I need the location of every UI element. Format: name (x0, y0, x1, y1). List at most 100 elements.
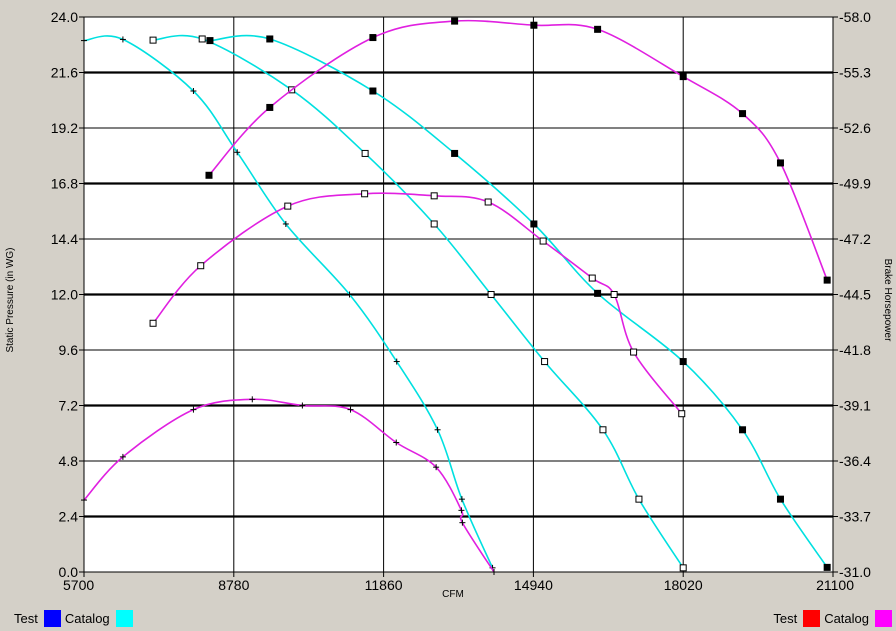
data-point-square (197, 262, 205, 270)
y-right-tick-label: -39.1 (839, 398, 871, 414)
data-point-plus (249, 396, 256, 403)
data-point-plus (190, 88, 197, 94)
x-tick-label: 11860 (365, 577, 403, 593)
grid (84, 17, 833, 572)
data-point-square (610, 291, 618, 298)
legend-left-catalog-label: Catalog (64, 610, 110, 626)
data-point-filled (530, 21, 538, 29)
data-point-filled (823, 276, 831, 284)
data-point-square (599, 426, 607, 434)
data-point-square (630, 348, 638, 356)
data-point-plus (433, 464, 440, 471)
data-point-filled (369, 34, 377, 42)
data-point-filled (266, 103, 274, 111)
series-line-0 (83, 35, 494, 569)
y-left-tick-label: 7.2 (59, 398, 79, 414)
data-point-plus (119, 36, 126, 43)
y-right-tick-label: -31.0 (839, 564, 871, 580)
series-line-1 (153, 34, 684, 569)
data-point-square (361, 190, 369, 198)
legend-right-catalog-swatch (875, 609, 892, 627)
x-axis-label: CFM (442, 589, 464, 600)
y-right-tick-label: -52.6 (839, 120, 871, 136)
y-right-tick-label: -55.3 (839, 65, 871, 81)
data-point-square (539, 237, 547, 245)
data-point-plus (81, 37, 87, 44)
data-point-square (487, 291, 495, 298)
data-point-plus (282, 220, 289, 227)
data-point-filled (776, 495, 784, 503)
y-right-tick-label: -49.9 (839, 176, 871, 192)
data-point-plus (458, 507, 465, 514)
y-left-tick-label: 14.4 (51, 231, 78, 247)
data-point-plus (234, 149, 241, 156)
data-point-plus (81, 497, 87, 504)
tick-labels: 5700 8780 11860 14940 18020 21100 0.0 2.4 4.8 7.2… (51, 9, 871, 593)
data-point-filled (451, 17, 459, 25)
data-point-plus (119, 453, 126, 460)
legend-left-test-label: Test (14, 610, 38, 626)
legend-left: Test Catalog (14, 608, 133, 628)
legend-right-test-label: Test (773, 610, 798, 626)
data-point-plus (458, 496, 465, 503)
y-right-tick-label: -33.7 (839, 509, 871, 525)
data-point-square (678, 410, 686, 418)
y-left-tick-label: 12.0 (51, 287, 78, 303)
series-line-4 (152, 192, 683, 415)
series-layer (81, 17, 831, 575)
y-left-tick-label: 2.4 (59, 509, 79, 525)
legend-left-catalog-swatch (115, 609, 133, 627)
data-point-filled (266, 35, 274, 43)
y-left-tick-label: 21.6 (51, 65, 78, 81)
y-left-tick-label: 19.2 (51, 120, 78, 136)
y-right-tick-label: -36.4 (839, 453, 871, 469)
series-line-5 (208, 19, 828, 281)
data-point-square (198, 35, 206, 43)
y-left-tick-label: 16.8 (51, 176, 78, 192)
data-point-square (635, 495, 643, 503)
legend-right: Test Catalog (773, 608, 892, 628)
data-point-filled (739, 110, 747, 118)
data-point-plus (346, 291, 353, 298)
x-tick-label: 21100 (816, 577, 854, 593)
data-point-square (430, 220, 438, 228)
y-left-tick-label: 0.0 (59, 564, 79, 580)
y-left-tick-label: 9.6 (59, 342, 79, 358)
legend-right-catalog-label: Catalog (824, 610, 869, 626)
data-point-plus (491, 569, 498, 575)
data-point-square (588, 274, 596, 282)
data-point-plus (434, 426, 441, 433)
data-point-filled (594, 25, 602, 33)
data-point-square (484, 198, 492, 206)
data-point-plus (347, 406, 354, 413)
legend-left-test-swatch (43, 609, 61, 627)
data-point-square (679, 564, 687, 572)
data-point-filled (205, 171, 213, 179)
x-tick-label: 8780 (218, 577, 249, 593)
y-right-tick-label: -47.2 (839, 231, 871, 247)
data-point-plus (459, 519, 466, 526)
y-left-tick-label: 4.8 (59, 453, 79, 469)
data-point-filled (739, 426, 747, 434)
data-point-plus (299, 402, 306, 409)
data-point-square (149, 319, 157, 327)
data-point-square (284, 202, 292, 210)
data-point-filled (451, 149, 459, 157)
data-point-filled (530, 220, 538, 228)
y-left-tick-label: 24.0 (51, 9, 78, 25)
y-right-tick-label: -44.5 (839, 287, 871, 303)
data-point-square (430, 192, 438, 200)
y-right-tick-label: -58.0 (839, 9, 871, 25)
y-right-tick-label: -41.8 (839, 342, 871, 358)
x-tick-label: 18020 (664, 577, 703, 593)
legend-right-test-swatch (803, 609, 821, 627)
x-tick-label: 5700 (63, 577, 94, 593)
data-point-square (541, 358, 549, 366)
data-point-plus (190, 406, 197, 413)
y-axis-label-left: Static Pressure (in WG) (5, 247, 16, 352)
data-point-filled (776, 159, 784, 167)
data-point-plus (393, 358, 400, 365)
data-point-plus (393, 439, 400, 446)
data-point-square (149, 36, 157, 44)
